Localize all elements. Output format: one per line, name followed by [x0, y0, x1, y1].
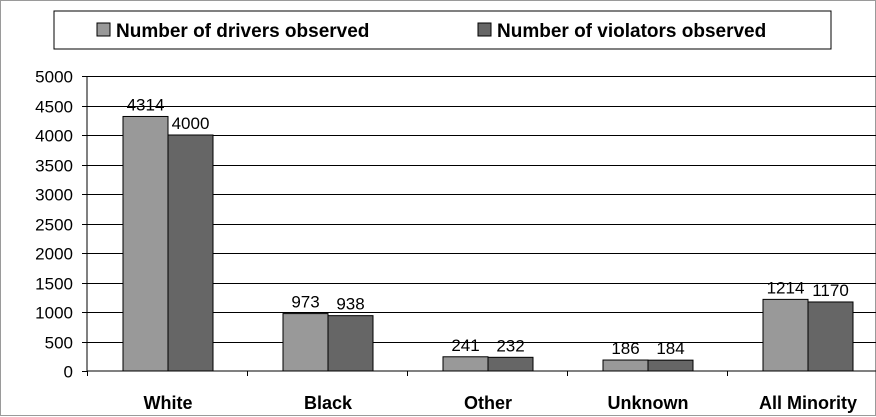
data-label: 4000	[172, 114, 210, 133]
y-tick-label: 2500	[35, 216, 73, 235]
data-label: 241	[451, 336, 479, 355]
category-label: Unknown	[608, 393, 689, 413]
bar-drivers	[603, 360, 648, 371]
y-tick-label: 1000	[35, 304, 73, 323]
bar-violators	[808, 302, 853, 371]
y-tick-label: 2000	[35, 245, 73, 264]
data-label: 232	[496, 336, 524, 355]
data-label: 1170	[812, 281, 849, 300]
y-tick-label: 3500	[35, 157, 73, 176]
legend-swatch-violators	[478, 23, 491, 36]
y-tick-label: 5000	[35, 68, 73, 87]
y-tick-label: 1500	[35, 275, 73, 294]
bar-violators	[168, 135, 213, 371]
data-labels: 4314 4000 973 938 241 232 186 184 1214 1170	[127, 95, 849, 358]
category-labels: White Black Other Unknown All Minority	[144, 393, 858, 413]
category-label: Black	[304, 393, 353, 413]
category-label: All Minority	[759, 393, 857, 413]
data-label: 186	[611, 339, 639, 358]
legend: Number of drivers observed Number of vio…	[54, 11, 831, 49]
bar-violators	[328, 316, 373, 371]
data-label: 938	[336, 295, 364, 314]
data-label: 973	[291, 293, 319, 312]
y-tick-label: 3000	[35, 186, 73, 205]
y-axis-ticks: 0 500 1000 1500 2000 2500 3000 3500 4000 4500 5000	[35, 68, 87, 382]
bar-drivers	[763, 299, 808, 371]
legend-swatch-drivers	[97, 23, 110, 36]
bar-violators	[488, 357, 533, 371]
legend-label-violators: Number of violators observed	[497, 21, 766, 42]
bar-drivers	[443, 357, 488, 371]
y-tick-label: 500	[45, 334, 73, 353]
category-label: White	[144, 393, 193, 413]
y-tick-label: 4500	[35, 98, 73, 117]
data-label: 184	[656, 339, 684, 358]
category-label: Other	[464, 393, 512, 413]
data-label: 4314	[127, 95, 165, 114]
bars	[123, 116, 853, 371]
x-axis-ticks	[88, 371, 876, 376]
data-label: 1214	[767, 278, 805, 297]
bar-drivers	[283, 314, 328, 371]
y-tick-label: 0	[64, 363, 73, 382]
bar-drivers	[123, 116, 168, 371]
y-tick-label: 4000	[35, 127, 73, 146]
legend-label-drivers: Number of drivers observed	[116, 21, 369, 42]
bar-violators	[648, 360, 693, 371]
